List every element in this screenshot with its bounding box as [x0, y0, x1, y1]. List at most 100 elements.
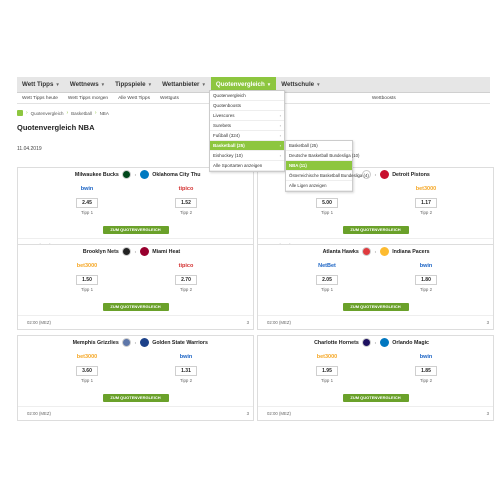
match-time: 02:00 (MEZ): [267, 320, 291, 325]
match-teams: Atlanta Hawks • Indiana Pacers: [258, 245, 493, 258]
odd-home[interactable]: 5.00: [316, 198, 338, 208]
submenu-item-alle-ligen[interactable]: Alle Ligen anzeigen: [286, 181, 352, 191]
match-card: Charlotte Hornets • Orlando Magic bet3000 bw…: [257, 335, 494, 421]
nav-item-wettanbieter[interactable]: Wettanbieter ▼: [157, 77, 211, 92]
nav-item-label: Wett Tipps: [22, 80, 54, 88]
dropdown-item-label: Eishockey (10): [213, 153, 243, 158]
away-team-name[interactable]: Miami Heat: [152, 248, 181, 255]
match-time: 02:00 (MEZ): [27, 411, 51, 416]
chevron-right-icon: ›: [279, 153, 281, 158]
main-nav: Wett Tipps ▼ Wettnews ▼ Tippspiele ▼ Wettan…: [17, 77, 490, 93]
odd-away[interactable]: 2.70: [175, 275, 197, 285]
dropdown-item-label: Basketball (25): [213, 143, 245, 148]
odd-away[interactable]: 1.17: [415, 198, 437, 208]
away-team-name[interactable]: Orlando Magic: [392, 339, 429, 346]
quotenvergleich-dropdown: Quotenvergleich Quotenboosts Livescores ›…: [209, 90, 285, 172]
bookmaker-logo-away[interactable]: tipico: [178, 186, 194, 192]
dropdown-item-surebets[interactable]: Surebets ›: [210, 121, 284, 131]
dropdown-item-alle-sportarten[interactable]: Alle Sportarten anzeigen: [210, 161, 284, 171]
subnav-item-wettboosts[interactable]: Wettboosts: [371, 96, 396, 101]
submenu-item-obl[interactable]: Österreichische Basketball Bundesliga (4…: [286, 171, 369, 181]
match-teams: Brooklyn Nets • Miami Heat: [18, 245, 253, 258]
odd-home[interactable]: 3.60: [76, 366, 98, 376]
away-team-logo: [140, 170, 150, 179]
bookmaker-logo-away[interactable]: bet3000: [415, 186, 437, 192]
bookmaker-count: 3: [486, 411, 489, 416]
dropdown-item-eishockey[interactable]: Eishockey (10) ›: [210, 151, 284, 161]
dropdown-item-quotenboosts[interactable]: Quotenboosts: [210, 101, 284, 111]
compare-odds-button[interactable]: ZUM QUOTENVERGLEICH: [342, 303, 409, 311]
bookmaker-logo-home[interactable]: NetBet: [318, 263, 336, 269]
bookmaker-logo-away[interactable]: tipico: [178, 263, 194, 269]
away-team-name[interactable]: Oklahoma City Thu: [152, 171, 201, 178]
chevron-down-icon: ▼: [55, 81, 60, 87]
home-team-name[interactable]: Charlotte Hornets: [314, 339, 359, 346]
submenu-item-basketball[interactable]: Basketball (25): [286, 141, 352, 151]
nav-item-quotenvergleich[interactable]: Quotenvergleich ▼: [210, 77, 277, 92]
subnav-item-heute[interactable]: Wett Tipps heute: [22, 96, 58, 101]
home-team-name[interactable]: Milwaukee Bucks: [74, 171, 119, 178]
subnav-item-wettguts[interactable]: Wettguts: [160, 96, 179, 101]
tipp-2-label: Tipp 2: [419, 378, 433, 383]
compare-odds-button[interactable]: ZUM QUOTENVERGLEICH: [102, 303, 169, 311]
chevron-right-icon: ›: [279, 123, 281, 128]
home-team-name[interactable]: Atlanta Hawks: [322, 248, 359, 255]
odd-away[interactable]: 1.52: [175, 198, 197, 208]
away-team-name[interactable]: Indiana Pacers: [392, 248, 430, 255]
dropdown-item-label: Livescores: [213, 113, 235, 118]
tipp-2-label: Tipp 2: [179, 287, 193, 292]
dropdown-item-livescores[interactable]: Livescores ›: [210, 111, 284, 121]
odd-home[interactable]: 1.50: [76, 275, 98, 285]
nav-item-wettnews[interactable]: Wettnews ▼: [65, 77, 110, 92]
odd-home[interactable]: 1.95: [316, 366, 338, 376]
compare-odds-button[interactable]: ZUM QUOTENVERGLEICH: [102, 394, 169, 402]
chevron-right-icon: ›: [94, 110, 97, 116]
bookmaker-logo-home[interactable]: bet3000: [76, 263, 98, 269]
breadcrumb-item-quotenvergleich[interactable]: Quotenvergleich: [30, 110, 64, 116]
chevron-right-icon: ›: [26, 110, 28, 116]
match-card: Memphis Grizzlies • Golden State Warriors b…: [17, 335, 254, 421]
dropdown-item-label: Alle Sportarten anzeigen: [213, 163, 263, 168]
away-team-logo: [380, 247, 390, 256]
odd-home[interactable]: 2.45: [76, 198, 98, 208]
compare-odds-button[interactable]: ZUM QUOTENVERGLEICH: [342, 394, 409, 402]
odd-away[interactable]: 1.31: [175, 366, 197, 376]
subnav-item-alle[interactable]: Alle Wett Tipps: [118, 96, 150, 101]
away-team-name[interactable]: Golden State Warriors: [152, 339, 208, 346]
match-teams: • Detroit Pistons: [258, 168, 493, 181]
bookmaker-logo-home[interactable]: bet3000: [76, 354, 98, 360]
submenu-item-nba[interactable]: NBA (11): [286, 161, 352, 171]
compare-odds-button[interactable]: ZUM QUOTENVERGLEICH: [102, 226, 169, 234]
away-team-name[interactable]: Detroit Pistons: [392, 171, 430, 178]
dropdown-item-quotenvergleich[interactable]: Quotenvergleich: [210, 91, 284, 101]
tipp-1-label: Tipp 1: [80, 287, 94, 292]
nav-item-wett-tipps[interactable]: Wett Tipps ▼: [17, 77, 65, 92]
bookmaker-logo-away[interactable]: bwin: [179, 354, 193, 360]
home-team-name[interactable]: Memphis Grizzlies: [72, 339, 119, 346]
breadcrumb-item-basketball[interactable]: Basketball: [71, 110, 92, 116]
bookmaker-logo-home[interactable]: bwin: [80, 186, 94, 192]
versus-separator: •: [374, 249, 377, 254]
dropdown-item-basketball[interactable]: Basketball (25) ›: [210, 141, 284, 151]
odd-away[interactable]: 1.85: [415, 366, 437, 376]
away-team-logo: [140, 247, 150, 256]
odd-away[interactable]: 1.80: [415, 275, 437, 285]
home-icon[interactable]: [17, 110, 23, 116]
subnav-item-morgen[interactable]: Wett Tipps morgen: [67, 96, 109, 101]
nav-item-wettschule[interactable]: Wettschule ▼: [276, 77, 325, 92]
odd-home[interactable]: 2.05: [316, 275, 338, 285]
home-team-logo: [361, 338, 371, 347]
chevron-down-icon: ▼: [147, 81, 153, 87]
bookmaker-logo-away[interactable]: bwin: [419, 263, 433, 269]
basketball-submenu: Basketball (25) Deutsche Basketball Bund…: [285, 140, 369, 192]
versus-separator: •: [374, 340, 377, 345]
compare-odds-button[interactable]: ZUM QUOTENVERGLEICH: [342, 226, 409, 234]
submenu-item-bbl[interactable]: Deutsche Basketball Bundesliga (10): [286, 151, 359, 161]
match-card: Atlanta Hawks • Indiana Pacers NetBet bwin 2.…: [257, 244, 494, 330]
dropdown-item-fussball[interactable]: Fußball (324) ›: [210, 131, 284, 141]
bookmaker-logo-away[interactable]: bwin: [419, 354, 433, 360]
tipp-2-label: Tipp 2: [179, 210, 193, 215]
home-team-name[interactable]: Brooklyn Nets: [82, 248, 119, 255]
nav-item-tippspiele[interactable]: Tippspiele ▼: [110, 77, 157, 92]
bookmaker-logo-home[interactable]: bet3000: [316, 354, 338, 360]
